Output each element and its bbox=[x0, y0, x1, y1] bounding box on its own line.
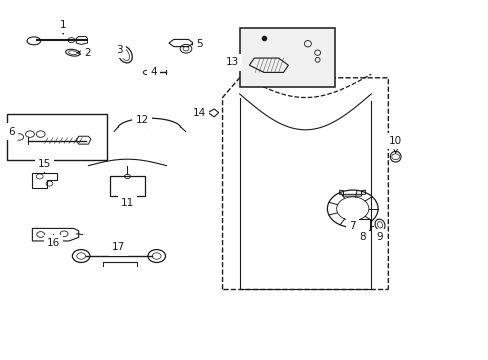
Text: 17: 17 bbox=[112, 242, 125, 256]
Text: 5: 5 bbox=[191, 40, 203, 49]
Text: 13: 13 bbox=[225, 57, 239, 67]
Text: 14: 14 bbox=[193, 108, 206, 118]
Text: 1: 1 bbox=[60, 20, 66, 34]
Bar bbox=[354, 220, 369, 230]
Text: 11: 11 bbox=[121, 198, 134, 208]
Text: 9: 9 bbox=[376, 232, 383, 242]
Text: 16: 16 bbox=[47, 235, 60, 248]
Bar bbox=[110, 176, 144, 196]
Text: 6: 6 bbox=[8, 127, 15, 136]
Text: 10: 10 bbox=[388, 136, 402, 153]
Text: 15: 15 bbox=[38, 159, 51, 172]
Bar bbox=[239, 28, 334, 87]
Text: 3: 3 bbox=[116, 45, 122, 55]
Text: 7: 7 bbox=[349, 221, 355, 230]
Text: 12: 12 bbox=[135, 115, 148, 128]
Text: 4: 4 bbox=[150, 67, 156, 77]
Text: 8: 8 bbox=[359, 232, 365, 242]
Bar bbox=[6, 114, 106, 160]
Text: 2: 2 bbox=[77, 48, 91, 58]
